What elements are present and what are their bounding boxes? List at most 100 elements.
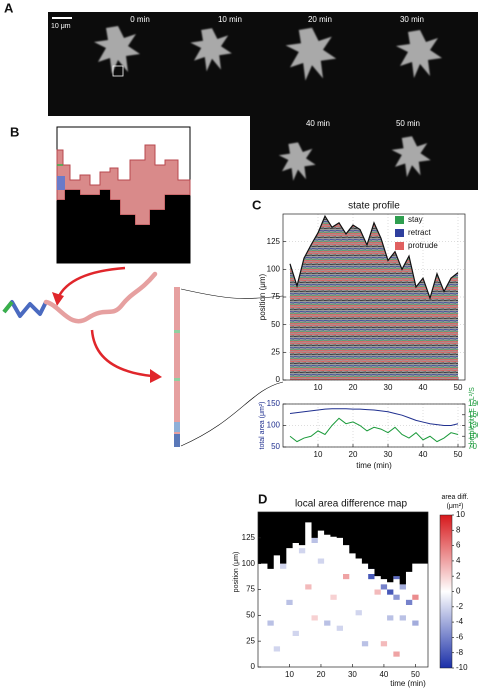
colorbar-tick-label: -2 <box>456 602 464 611</box>
heat-cell <box>324 620 331 626</box>
frame-time: 50 min <box>396 119 420 128</box>
contour-strip <box>174 287 180 447</box>
heat-cell <box>343 574 350 580</box>
heat-cell <box>368 574 375 580</box>
cell-region <box>57 190 190 263</box>
panel-label: D <box>258 491 267 506</box>
heat-cell <box>336 625 343 631</box>
heat-cell <box>387 615 394 621</box>
x-axis-label: time (min) <box>390 679 426 688</box>
heat-cell <box>355 610 362 616</box>
heat-cell <box>399 584 406 590</box>
y2-axis-label: complexity E = L²/S <box>469 387 476 448</box>
heat-cell <box>412 594 419 600</box>
heat-cell <box>330 594 337 600</box>
strip-band <box>174 378 180 381</box>
x-tick-label: 50 <box>411 670 420 679</box>
colorbar-label: area diff. <box>441 494 468 501</box>
y2-tick-label: 160 <box>468 410 478 419</box>
x-tick-label: 30 <box>348 670 357 679</box>
legend-label: stay <box>408 215 423 224</box>
series-line <box>289 408 459 426</box>
scale-bar-label: 10 μm <box>51 23 71 30</box>
profile-boundary <box>289 214 459 301</box>
y-tick-label: 100 <box>267 421 281 430</box>
frame-time: 30 min <box>400 15 424 24</box>
x-tick-label: 10 <box>285 670 294 679</box>
x-tick-label: 30 <box>384 383 393 392</box>
colorbar-tick-label: 4 <box>456 556 461 565</box>
y-tick-label: 50 <box>246 610 255 619</box>
heat-cell <box>292 630 299 636</box>
legend-label: protrude <box>408 241 438 250</box>
y-tick-label: 0 <box>276 375 281 384</box>
y-tick-label: 100 <box>267 264 281 273</box>
heat-cell <box>361 641 369 647</box>
colorbar-tick-label: 0 <box>456 587 461 596</box>
heat-cell <box>393 651 400 657</box>
y-tick-label: 100 <box>242 559 256 568</box>
x-tick-label: 20 <box>317 670 326 679</box>
y-tick-label: 25 <box>246 636 255 645</box>
contour-stay <box>2 300 14 314</box>
y-tick-label: 75 <box>271 292 280 301</box>
legend-swatch <box>395 216 404 224</box>
colorbar <box>439 514 453 669</box>
arrow <box>90 329 153 378</box>
heat-cell <box>399 615 406 621</box>
contour <box>43 271 158 324</box>
y2-tick-label: 190 <box>468 399 478 408</box>
y-tick-label: 125 <box>242 533 256 542</box>
y-axis-label: total area (μm²) <box>259 402 266 450</box>
y2-tick-label: 70 <box>468 442 477 451</box>
cell <box>285 27 337 81</box>
legend-swatch <box>395 229 404 237</box>
x-tick-label: 50 <box>454 383 463 392</box>
panel-label: C <box>252 197 262 212</box>
heat-cell <box>273 646 281 652</box>
heat-cell <box>311 537 318 543</box>
arrowhead <box>52 292 64 306</box>
plot-frame <box>282 403 466 448</box>
cell <box>94 26 140 74</box>
colorbar-tick-label: -8 <box>456 648 464 657</box>
panel-label: B <box>10 124 19 139</box>
heat-cell <box>393 574 400 580</box>
y-tick-label: 50 <box>271 442 280 451</box>
x-tick-label: 20 <box>349 450 358 459</box>
heat-cell <box>286 599 293 605</box>
y-axis-label: position (μm) <box>233 552 240 593</box>
connector <box>180 381 284 447</box>
y-tick-label: 150 <box>267 399 281 408</box>
colorbar-tick-label: 8 <box>456 525 461 534</box>
strip-band <box>174 422 180 432</box>
heat-cell <box>393 594 400 600</box>
cell <box>278 142 316 181</box>
x-axis-label: time (min) <box>356 461 392 470</box>
heat-cell <box>380 641 388 647</box>
heat-cell <box>298 548 306 554</box>
colorbar-tick-label: 6 <box>456 541 461 550</box>
image-strip <box>250 116 478 190</box>
cell <box>190 28 232 72</box>
heat-cell <box>374 589 381 595</box>
heat-cell <box>380 584 388 590</box>
cell <box>391 136 431 178</box>
x-tick-label: 40 <box>419 450 428 459</box>
series-line <box>289 417 459 443</box>
cell <box>396 30 442 78</box>
roi-box <box>112 65 124 77</box>
y2-tick-label: 130 <box>468 421 478 430</box>
colorbar-tick-label: 2 <box>456 571 461 580</box>
heat-cell <box>311 615 318 621</box>
y-tick-label: 0 <box>251 662 256 671</box>
heat-cell <box>405 599 413 605</box>
chart-title: state profile <box>348 201 400 212</box>
y-tick-label: 25 <box>271 347 280 356</box>
y-tick-label: 50 <box>271 320 280 329</box>
colorbar-tick-label: -6 <box>456 633 464 642</box>
chart-title: local area difference map <box>295 499 408 510</box>
colorbar-tick-label: -4 <box>456 617 464 626</box>
colorbar-tick-label: -10 <box>456 663 468 672</box>
y-tick-label: 125 <box>267 237 281 246</box>
